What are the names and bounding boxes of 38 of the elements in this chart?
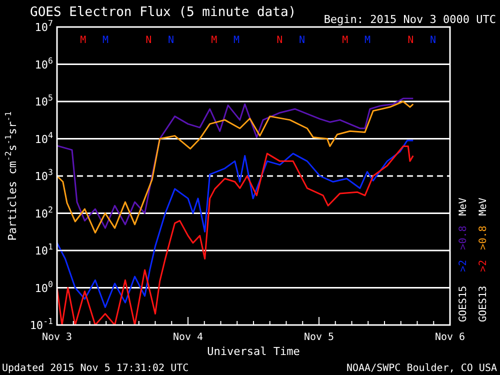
annotation: M — [80, 35, 86, 46]
text: >2 — [458, 260, 469, 272]
text: Updated 2015 Nov 5 17:31:02 UTC — [2, 363, 189, 374]
annotation: N — [430, 35, 436, 46]
y-tick-label: 10$^{5}$ — [34, 92, 54, 108]
y-tick-label: 10$^{2}$ — [34, 204, 54, 220]
y-tick-label: 10$^{-1}$ — [30, 316, 54, 332]
text: MeV — [458, 198, 469, 216]
text: NOAA/SWPC Boulder, CO USA — [346, 363, 497, 374]
x-tick-label: Nov 6 — [434, 332, 466, 343]
y-tick-label: 10$^{0}$ — [34, 278, 54, 295]
x-tick-label: Nov 3 — [42, 332, 72, 343]
text: >0.8 — [458, 226, 469, 250]
text: GOES15 — [458, 286, 469, 322]
x-tick-label: Nov 5 — [304, 332, 334, 343]
chart-subtitle: Begin: 2015 Nov 3 0000 UTC — [324, 13, 496, 26]
y-tick-label: 10$^{6}$ — [34, 55, 54, 72]
text: GOES13 — [478, 286, 489, 322]
y-tick-label: 10$^{7}$ — [34, 18, 54, 34]
text: >0.8 — [478, 226, 489, 250]
text: >2 — [478, 260, 489, 272]
annotation: M — [102, 35, 108, 46]
y-tick-label: 10$^{3}$ — [34, 167, 54, 183]
x-axis-title: Universal Time — [207, 345, 300, 358]
chart-title: GOES Electron Flux (5 minute data) — [30, 5, 296, 20]
annotation: N — [146, 35, 152, 46]
annotation: N — [168, 35, 174, 46]
y-tick-label: 10$^{4}$ — [34, 130, 54, 146]
text: MeV — [478, 198, 489, 216]
annotation: M — [364, 35, 370, 46]
annotation: M — [211, 35, 218, 46]
x-tick-label: Nov 4 — [172, 332, 204, 343]
annotation: M — [233, 35, 240, 46]
y-tick-label: 10$^{1}$ — [34, 242, 54, 258]
annotation: N — [276, 35, 283, 46]
annotation: N — [408, 35, 414, 46]
annotation: N — [298, 35, 305, 46]
annotation: M — [342, 35, 348, 46]
